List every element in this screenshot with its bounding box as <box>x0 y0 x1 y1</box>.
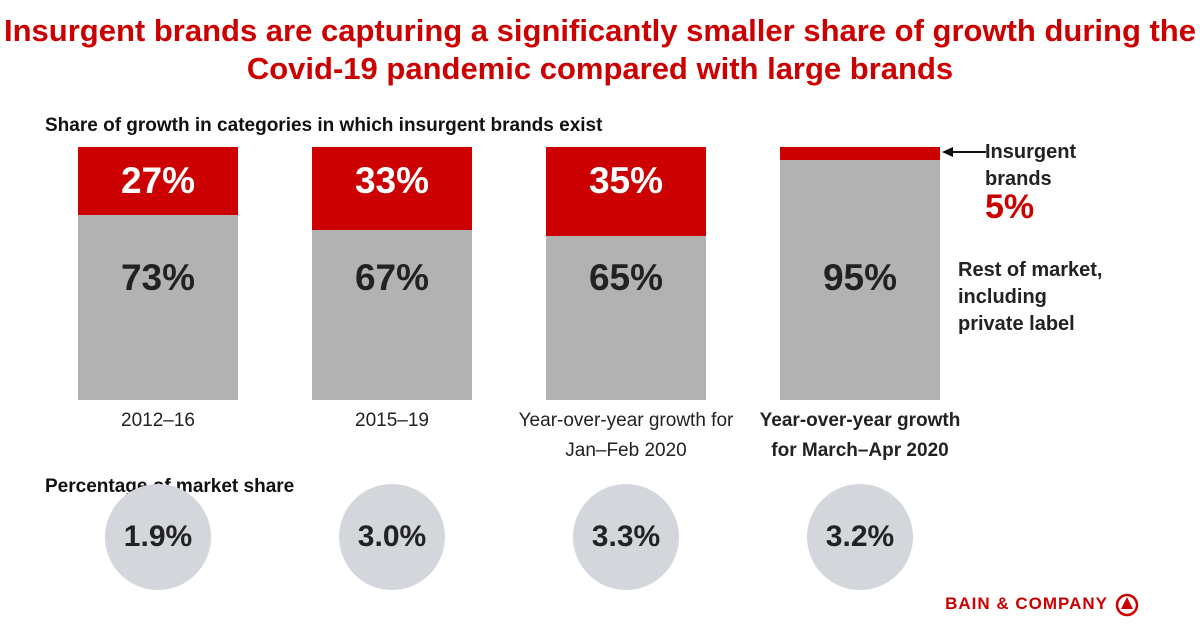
logo-text: BAIN & COMPANY <box>945 594 1108 613</box>
legend-label: Rest of market, including private label <box>958 259 1103 335</box>
bar-segment <box>780 159 940 400</box>
x-tick-label: 2012–16 <box>121 410 195 431</box>
bar-value-label: 73% <box>120 257 196 298</box>
market-share-circle <box>105 484 211 590</box>
bar-segment <box>78 147 238 216</box>
bar-value-label: 33% <box>354 160 430 201</box>
market-share-circle <box>339 484 445 590</box>
market-share-circle <box>807 484 913 590</box>
market-share-label: 3.2% <box>825 520 895 553</box>
legend-arrow <box>942 147 986 157</box>
bar-value-label: 95% <box>822 257 898 298</box>
legend-label: Insurgent brands <box>985 141 1077 190</box>
chart-title: Insurgent brands are capturing a signifi… <box>4 13 1196 86</box>
x-tick-label: 2015–19 <box>355 410 429 431</box>
logo-icon <box>1115 593 1139 617</box>
x-tick-label: Year-over-year growth for Jan–Feb 2020 <box>518 410 734 461</box>
bar-segment <box>78 215 238 400</box>
bar-value-label: 35% <box>588 160 664 201</box>
bar-value-label: 65% <box>588 257 664 298</box>
bar-value-label: 67% <box>354 257 430 298</box>
x-tick-label: Year-over-year growth for March–Apr 2020 <box>759 410 961 461</box>
bar-segment <box>780 147 940 160</box>
bar-segment <box>312 147 472 231</box>
market-share-circle <box>573 484 679 590</box>
legend-value: 5% <box>985 188 1035 226</box>
bar-segment <box>546 235 706 400</box>
bar-value-label: 27% <box>120 160 196 201</box>
bar-segment <box>546 147 706 236</box>
market-share-label: 1.9% <box>123 520 193 553</box>
bar-segment <box>312 230 472 400</box>
market-share-label: 3.0% <box>357 520 427 553</box>
market-share-label: 3.3% <box>591 520 661 553</box>
chart-subtitle: Share of growth in categories in which i… <box>45 115 603 136</box>
